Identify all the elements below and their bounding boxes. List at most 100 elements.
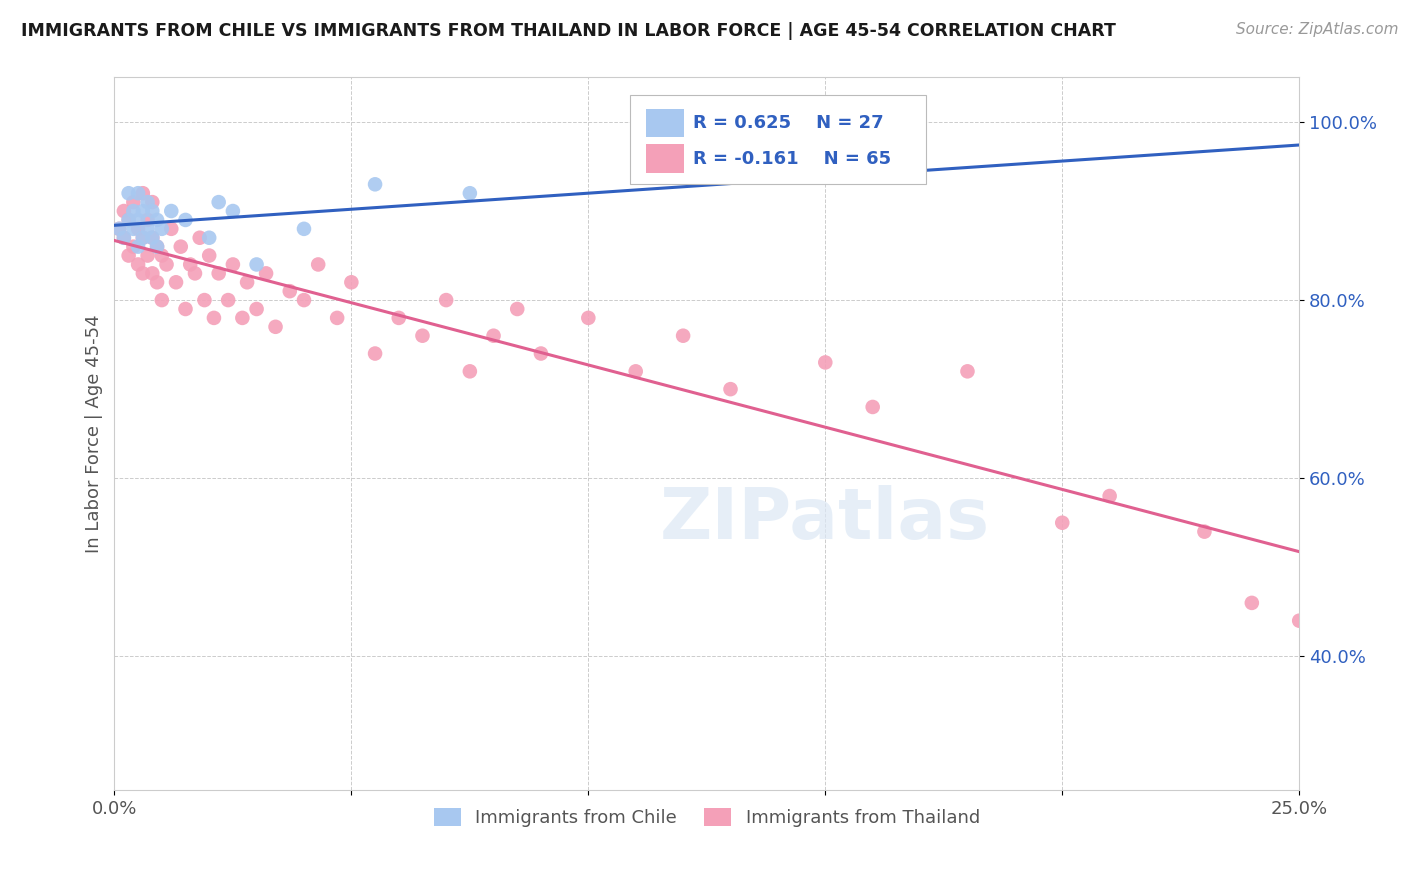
Point bbox=[165, 275, 187, 289]
Point bbox=[122, 204, 145, 219]
Point bbox=[117, 249, 139, 263]
Point bbox=[254, 266, 277, 280]
Text: R = -0.161    N = 65: R = -0.161 N = 65 bbox=[693, 150, 891, 168]
Point bbox=[136, 222, 159, 236]
Point bbox=[136, 195, 159, 210]
Point bbox=[245, 257, 267, 271]
Point bbox=[170, 240, 193, 254]
Point bbox=[202, 310, 225, 325]
Point bbox=[141, 195, 163, 210]
Point bbox=[141, 231, 163, 245]
Point bbox=[672, 328, 695, 343]
Point bbox=[122, 195, 145, 210]
Point bbox=[127, 240, 149, 254]
Point bbox=[278, 284, 301, 298]
Point bbox=[174, 213, 197, 227]
Point bbox=[506, 301, 529, 316]
Point bbox=[117, 213, 139, 227]
Point bbox=[150, 249, 173, 263]
Point bbox=[112, 231, 135, 245]
Text: ZIPatlas: ZIPatlas bbox=[661, 484, 990, 554]
Point bbox=[388, 310, 411, 325]
Point bbox=[132, 231, 155, 245]
Point bbox=[127, 213, 149, 227]
Point bbox=[292, 293, 315, 307]
Point bbox=[112, 231, 135, 245]
Point bbox=[307, 257, 329, 271]
Point bbox=[458, 364, 481, 378]
Point bbox=[150, 222, 173, 236]
Point bbox=[624, 364, 647, 378]
Point bbox=[155, 257, 177, 271]
Point bbox=[193, 293, 215, 307]
Point bbox=[184, 266, 207, 280]
Text: Source: ZipAtlas.com: Source: ZipAtlas.com bbox=[1236, 22, 1399, 37]
Point bbox=[364, 178, 387, 192]
FancyBboxPatch shape bbox=[647, 145, 685, 173]
Point bbox=[1194, 524, 1216, 539]
Point bbox=[160, 204, 183, 219]
Point bbox=[208, 195, 231, 210]
Point bbox=[127, 186, 149, 201]
Point bbox=[146, 275, 169, 289]
FancyBboxPatch shape bbox=[630, 95, 927, 185]
Point bbox=[146, 240, 169, 254]
Point bbox=[217, 293, 239, 307]
Point bbox=[127, 257, 149, 271]
Point bbox=[174, 301, 197, 316]
Point bbox=[245, 301, 267, 316]
Point bbox=[141, 204, 163, 219]
Legend: Immigrants from Chile, Immigrants from Thailand: Immigrants from Chile, Immigrants from T… bbox=[426, 801, 987, 834]
Point bbox=[132, 186, 155, 201]
Point bbox=[188, 231, 211, 245]
Point bbox=[198, 249, 221, 263]
Point bbox=[117, 186, 139, 201]
Point bbox=[136, 249, 159, 263]
Point bbox=[146, 240, 169, 254]
Point bbox=[434, 293, 457, 307]
Point bbox=[1288, 614, 1310, 628]
Point bbox=[117, 213, 139, 227]
Point bbox=[530, 346, 553, 360]
Point bbox=[1052, 516, 1074, 530]
Point bbox=[222, 257, 245, 271]
Text: IMMIGRANTS FROM CHILE VS IMMIGRANTS FROM THAILAND IN LABOR FORCE | AGE 45-54 COR: IMMIGRANTS FROM CHILE VS IMMIGRANTS FROM… bbox=[21, 22, 1116, 40]
Point bbox=[364, 346, 387, 360]
Point bbox=[340, 275, 363, 289]
Point bbox=[122, 222, 145, 236]
Point bbox=[1240, 596, 1263, 610]
Point bbox=[264, 319, 287, 334]
Point bbox=[814, 355, 837, 369]
Point bbox=[222, 204, 245, 219]
Point bbox=[956, 364, 979, 378]
Point bbox=[179, 257, 201, 271]
Point bbox=[208, 266, 231, 280]
Point bbox=[1098, 489, 1121, 503]
Point bbox=[136, 213, 159, 227]
Point bbox=[326, 310, 349, 325]
Y-axis label: In Labor Force | Age 45-54: In Labor Force | Age 45-54 bbox=[86, 314, 103, 553]
Point bbox=[231, 310, 253, 325]
Point bbox=[112, 204, 135, 219]
Point bbox=[482, 328, 505, 343]
Point bbox=[150, 293, 173, 307]
Point bbox=[720, 382, 742, 396]
Text: R = 0.625    N = 27: R = 0.625 N = 27 bbox=[693, 114, 883, 132]
Point bbox=[236, 275, 259, 289]
Point bbox=[132, 204, 155, 219]
Point bbox=[108, 222, 131, 236]
Point bbox=[862, 400, 884, 414]
Point bbox=[132, 266, 155, 280]
Point bbox=[576, 310, 599, 325]
Point bbox=[198, 231, 221, 245]
Point bbox=[292, 222, 315, 236]
Point bbox=[458, 186, 481, 201]
Point bbox=[141, 266, 163, 280]
Point bbox=[411, 328, 433, 343]
Point bbox=[108, 222, 131, 236]
Point bbox=[122, 240, 145, 254]
Point bbox=[132, 231, 155, 245]
Point bbox=[127, 222, 149, 236]
Point bbox=[141, 231, 163, 245]
FancyBboxPatch shape bbox=[647, 109, 685, 137]
